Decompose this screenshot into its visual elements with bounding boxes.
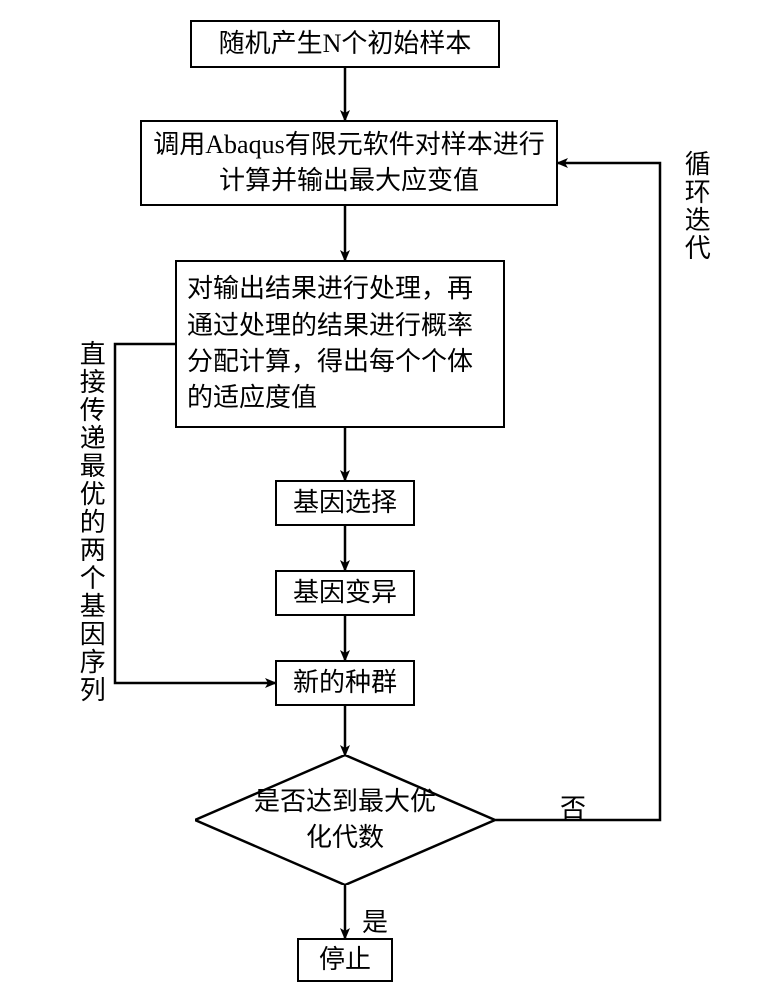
node-label: 新的种群 [293, 665, 397, 701]
node-fitness: 对输出结果进行处理，再通过处理的结果进行概率分配计算，得出每个个体的适应度值 [175, 260, 505, 428]
node-label: 停止 [319, 942, 371, 978]
node-label: 是否达到最大优化代数 [245, 784, 445, 857]
node-abaqus: 调用Abaqus有限元软件对样本进行计算并输出最大应变值 [140, 120, 558, 206]
flowchart-canvas: 随机产生N个初始样本 调用Abaqus有限元软件对样本进行计算并输出最大应变值 … [0, 0, 767, 1000]
edge-label-yes: 是 [362, 902, 388, 939]
node-label: 基因变异 [293, 575, 397, 611]
node-label: 基因选择 [293, 485, 397, 521]
node-label: 随机产生N个初始样本 [219, 26, 472, 62]
edge-label-no: 否 [560, 788, 586, 825]
node-decision: 是否达到最大优化代数 [195, 755, 495, 885]
node-label: 对输出结果进行处理，再通过处理的结果进行概率分配计算，得出每个个体的适应度值 [187, 271, 493, 417]
node-init-samples: 随机产生N个初始样本 [190, 20, 500, 68]
node-gene-select: 基因选择 [275, 480, 415, 526]
side-label-left: 直接传递最优的两个基因序列 [75, 340, 106, 704]
side-label-right: 循环迭代 [680, 150, 711, 262]
node-gene-mutate: 基因变异 [275, 570, 415, 616]
node-stop: 停止 [297, 938, 393, 982]
node-label: 调用Abaqus有限元软件对样本进行计算并输出最大应变值 [152, 127, 546, 200]
node-new-population: 新的种群 [275, 660, 415, 706]
